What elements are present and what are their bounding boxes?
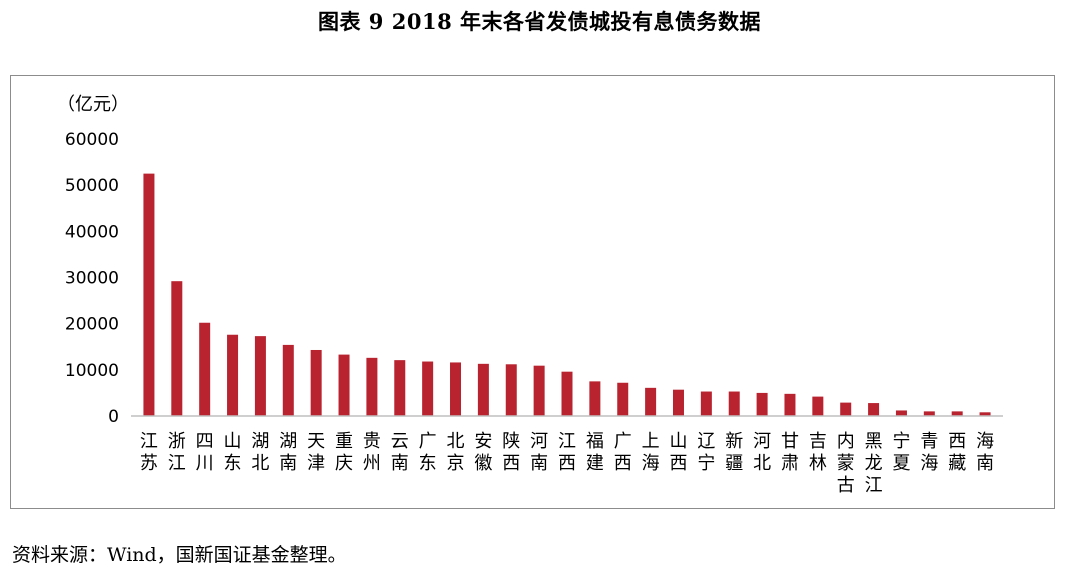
x-tick-label: 新疆: [725, 431, 743, 474]
x-tick-label: 湖南: [279, 431, 297, 474]
bar: [227, 334, 239, 416]
x-tick-label: 辽宁: [697, 431, 715, 474]
x-tick-label: 山东: [224, 431, 242, 474]
x-tick-label: 广西: [614, 431, 632, 474]
bar: [199, 322, 211, 416]
x-tick-label: 宁夏: [892, 431, 910, 474]
x-tick-label: 山西: [669, 431, 687, 474]
x-tick-label: 湖北: [251, 431, 269, 474]
bar: [366, 357, 378, 416]
bar: [477, 363, 489, 416]
x-tick-label: 甘肃: [781, 431, 799, 474]
x-tick-label: 西藏: [948, 431, 966, 474]
x-tick-label: 福建: [586, 431, 604, 474]
y-tick-label: 30000: [65, 269, 119, 289]
bar-chart: （亿元） 0 10000 20000 30000 40000 50000 60000 江苏浙…: [57, 94, 1003, 496]
x-tick-label: 江苏: [140, 431, 158, 474]
x-tick-label: 陕西: [502, 431, 520, 474]
bar: [171, 281, 183, 416]
bar: [505, 364, 517, 416]
bar: [979, 412, 991, 416]
bar: [951, 411, 963, 416]
x-tick-label: 青海: [920, 431, 938, 474]
y-tick-label: 0: [108, 407, 119, 427]
y-tick-label: 40000: [65, 222, 119, 242]
y-tick-label: 10000: [65, 361, 119, 381]
bar: [282, 344, 294, 416]
x-tick-label: 海南: [976, 431, 994, 474]
bar: [589, 381, 601, 416]
bar: [143, 173, 155, 416]
x-tick-label: 广东: [419, 431, 437, 474]
bar: [254, 336, 266, 416]
source-note: 资料来源：Wind，国新国证基金整理。: [12, 544, 347, 566]
x-tick-label: 贵州: [363, 431, 381, 474]
bar: [533, 365, 545, 416]
x-tick-label: 河北: [753, 431, 771, 474]
x-tick-label: 安徽: [474, 431, 492, 474]
bar: [756, 392, 768, 416]
bar: [700, 391, 712, 416]
x-tick-label: 天津: [307, 431, 325, 474]
bar: [923, 411, 935, 416]
y-tick-label: 50000: [65, 176, 119, 196]
bar: [561, 371, 573, 416]
bar: [728, 391, 740, 416]
bar: [645, 387, 657, 416]
x-tick-label: 四川: [196, 431, 214, 474]
bar: [617, 382, 629, 416]
bar: [868, 403, 880, 416]
chart-title: 图表 9 2018 年末各省发债城投有息债务数据: [318, 9, 761, 34]
bar: [895, 410, 907, 416]
bar: [422, 361, 434, 416]
x-tick-label: 上海: [642, 431, 660, 474]
bar: [812, 396, 824, 416]
y-tick-label: 20000: [65, 315, 119, 335]
y-axis-label: （亿元）: [57, 94, 129, 115]
x-tick-label: 浙江: [168, 431, 186, 474]
x-tick-label: 重庆: [335, 431, 353, 474]
bar: [784, 393, 796, 416]
y-tick-label: 60000: [65, 130, 119, 150]
x-tick-label: 吉林: [809, 431, 827, 474]
bar: [450, 362, 462, 416]
bar: [310, 349, 322, 416]
x-tick-label: 江西: [558, 431, 576, 474]
x-tick-label: 云南: [391, 431, 409, 474]
x-tick-label: 北京: [447, 431, 465, 474]
bar: [338, 354, 350, 416]
x-tick-label: 黑龙江: [865, 431, 883, 496]
bar: [840, 402, 852, 416]
bar: [394, 360, 406, 416]
x-tick-label: 河南: [530, 431, 548, 474]
x-tick-label: 内蒙古: [837, 431, 855, 496]
chart-frame: （亿元） 0 10000 20000 30000 40000 50000 60000 江苏浙…: [10, 75, 1055, 509]
bar: [672, 389, 684, 416]
